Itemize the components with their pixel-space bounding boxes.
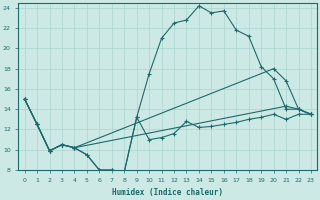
X-axis label: Humidex (Indice chaleur): Humidex (Indice chaleur) xyxy=(112,188,223,197)
